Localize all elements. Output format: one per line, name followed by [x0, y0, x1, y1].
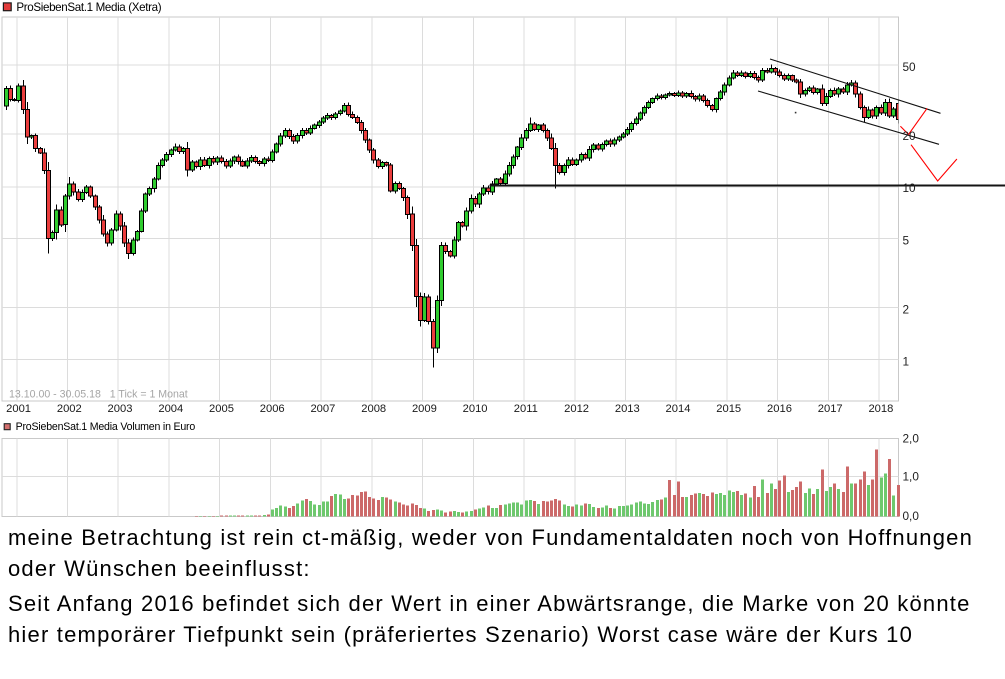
svg-text:2: 2	[903, 302, 910, 316]
svg-text:2007: 2007	[310, 403, 335, 415]
svg-text:2004: 2004	[158, 403, 183, 415]
svg-text:2012: 2012	[564, 403, 589, 415]
svg-text:1: 1	[903, 355, 910, 369]
svg-text:2,0: 2,0	[903, 432, 920, 446]
svg-text:2010: 2010	[463, 403, 488, 415]
svg-text:2001: 2001	[6, 403, 31, 415]
svg-text:2011: 2011	[514, 403, 538, 415]
svg-text:2006: 2006	[260, 403, 285, 415]
svg-text:50: 50	[903, 60, 917, 74]
svg-text:5: 5	[903, 233, 910, 247]
svg-text:2014: 2014	[666, 403, 691, 415]
svg-text:13.10.00 - 30.05.18 1 Tick =: 13.10.00 - 30.05.18 1 Tick = 1 Monat	[9, 389, 188, 401]
svg-text:ProSiebenSat.1 Media (Xetra): ProSiebenSat.1 Media (Xetra)	[16, 1, 161, 14]
svg-text:2002: 2002	[57, 403, 82, 415]
svg-text:2005: 2005	[209, 403, 234, 415]
svg-text:2013: 2013	[615, 403, 640, 415]
svg-text:2003: 2003	[108, 403, 133, 415]
svg-text:1,0: 1,0	[903, 469, 920, 483]
svg-text:10: 10	[903, 181, 917, 195]
svg-text:2018: 2018	[868, 403, 893, 415]
svg-text:2015: 2015	[716, 403, 741, 415]
svg-text:0,0: 0,0	[903, 509, 920, 523]
svg-text:ProSiebenSat.1 Media Volumen i: ProSiebenSat.1 Media Volumen in Euro	[16, 421, 196, 433]
svg-text:2008: 2008	[361, 403, 386, 415]
svg-text:2009: 2009	[412, 403, 437, 415]
svg-text:2016: 2016	[767, 403, 792, 415]
svg-text:20: 20	[903, 129, 917, 143]
svg-text:2017: 2017	[818, 403, 843, 415]
